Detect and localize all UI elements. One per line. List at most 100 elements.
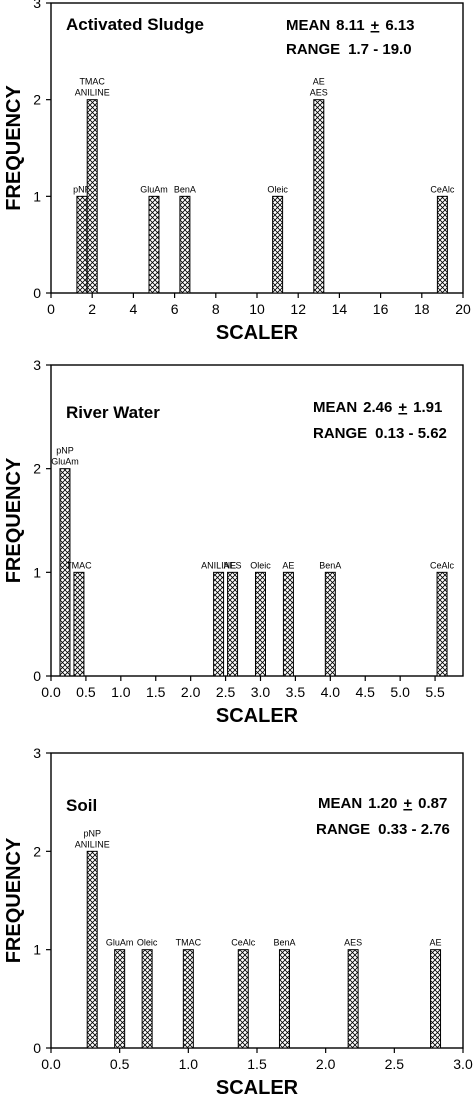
x-tick-label: 1.0 <box>111 684 131 700</box>
bar-label: pNP <box>83 828 101 838</box>
bar <box>324 571 336 677</box>
bar-label: TMAC <box>79 77 105 87</box>
bar-label: pNP <box>56 446 74 456</box>
y-tick-label: 1 <box>33 188 41 204</box>
y-tick-label: 3 <box>33 357 41 373</box>
range-label: RANGE <box>316 821 370 838</box>
bar <box>76 195 88 294</box>
bar-label: AE <box>282 560 294 570</box>
bar-label: CeAlc <box>231 938 256 948</box>
mean-pm: + <box>371 17 380 34</box>
y-tick-label: 2 <box>33 461 41 477</box>
x-tick-label: 1.0 <box>179 1056 199 1072</box>
mean-label: MEAN <box>286 17 330 34</box>
bar <box>436 195 448 294</box>
bar <box>86 850 98 1049</box>
mean-sd: 1.91 <box>413 399 442 416</box>
x-tick-label: 0.5 <box>110 1056 130 1072</box>
x-tick-label: 2.0 <box>316 1056 336 1072</box>
bar-label: ANILINE <box>75 88 110 98</box>
x-tick-label: 0.0 <box>41 1056 61 1072</box>
y-tick-label: 1 <box>33 942 41 958</box>
x-tick-label: 8 <box>212 301 220 317</box>
x-tick-label: 0.0 <box>41 684 61 700</box>
bar-label: CeAlc <box>430 560 455 570</box>
bar-label: pNP <box>73 184 91 194</box>
mean-sd: 0.87 <box>418 795 447 812</box>
panel-3: 0 1 2 3 0.0 0.5 1.0 1.5 2.0 2.5 3.0 SCALER FREQUENCY… <box>3 745 473 1099</box>
bar-label: Oleic <box>250 560 271 570</box>
mean-value: 8.11 <box>336 17 364 34</box>
x-tick-label: 5.0 <box>390 684 410 700</box>
bar <box>148 195 160 294</box>
x-tick-label: 16 <box>373 301 389 317</box>
bar-label: TMAC <box>176 938 202 948</box>
y-tick-label: 1 <box>33 564 41 580</box>
x-tick-label: 10 <box>249 301 265 317</box>
y-tick-label: 0 <box>33 285 41 301</box>
x-tick-label: 2.5 <box>385 1056 405 1072</box>
y-axis-title: FREQUENCY <box>3 837 25 963</box>
bar <box>430 949 442 1049</box>
bar-label: AES <box>310 88 328 98</box>
bar-label: Oleic <box>137 938 158 948</box>
x-tick-label: 4.0 <box>321 684 341 700</box>
x-tick-label: 14 <box>332 301 348 317</box>
y-tick-label: 0 <box>33 1040 41 1056</box>
x-tick-label: 18 <box>414 301 430 317</box>
bar <box>436 571 448 677</box>
x-tick-label: 3.0 <box>251 684 271 700</box>
x-tick-label: 0.5 <box>76 684 96 700</box>
bar-label: AES <box>344 938 362 948</box>
panel-2: 0 1 2 3 0.0 0.5 1.0 1.5 2.0 2.5 3.0 3.5 4.0 4.5 5.0 5.5… <box>3 357 464 727</box>
x-tick-label: 2.5 <box>216 684 236 700</box>
y-tick-label: 3 <box>33 745 41 761</box>
range-stat: RANGE 0.13 - 5.62 <box>313 425 447 442</box>
mean-stat: MEAN 2.46 +1.91 <box>313 399 442 416</box>
x-tick-label: 1.5 <box>247 1056 267 1072</box>
x-tick-label: 2.0 <box>181 684 201 700</box>
x-tick-label: 2 <box>88 301 96 317</box>
x-tick-label: 4 <box>130 301 138 317</box>
range-stat: RANGE 0.33 - 2.76 <box>316 821 450 838</box>
x-tick-label: 3.5 <box>286 684 306 700</box>
bar <box>182 949 194 1049</box>
bar <box>347 949 359 1049</box>
x-tick-label: 0 <box>47 301 55 317</box>
panel-title: River Water <box>66 403 160 422</box>
bar-label: ANILINE <box>75 839 110 849</box>
x-tick-label: 1.5 <box>146 684 166 700</box>
x-axis-title: SCALER <box>216 1077 299 1099</box>
bar-label: AE <box>313 77 325 87</box>
mean-stat: MEAN 1.20 +0.87 <box>318 795 447 812</box>
y-tick-label: 0 <box>33 668 41 684</box>
bar <box>114 949 126 1049</box>
x-tick-label: 3.0 <box>453 1056 473 1072</box>
y-tick-label: 2 <box>33 92 41 108</box>
bar <box>278 949 290 1049</box>
y-tick-label: 3 <box>33 0 41 11</box>
bar <box>179 195 191 294</box>
bar <box>86 99 98 294</box>
bar <box>59 468 71 677</box>
mean-pm: + <box>398 399 407 416</box>
mean-pm: + <box>403 795 412 812</box>
bar-label: BenA <box>174 184 196 194</box>
mean-stat: MEAN 8.11 +6.13 <box>286 17 415 34</box>
bar <box>254 571 266 677</box>
bar-label: ANILINE <box>201 560 236 570</box>
x-tick-label: 12 <box>290 301 306 317</box>
x-axis-title: SCALER <box>216 322 299 344</box>
bar-label: AE <box>430 938 442 948</box>
bar <box>141 949 153 1049</box>
range-value: 0.13 - 5.62 <box>375 425 447 442</box>
x-tick-label: 5.5 <box>425 684 445 700</box>
bar-label: TMAC <box>66 560 92 570</box>
bar-label: BenA <box>319 560 341 570</box>
mean-sd: 6.13 <box>385 17 414 34</box>
bar <box>282 571 294 677</box>
bar <box>73 571 85 677</box>
bar <box>272 195 284 294</box>
bar <box>237 949 249 1049</box>
